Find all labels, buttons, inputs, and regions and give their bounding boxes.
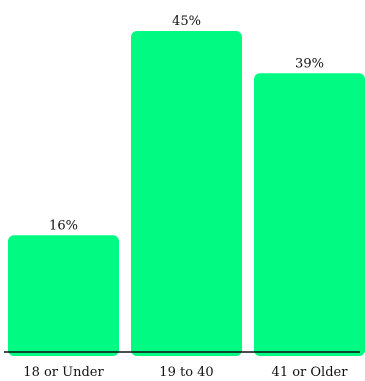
bar-base-fill xyxy=(131,342,242,352)
value-label: 45% xyxy=(172,14,201,29)
bar-18-or-under xyxy=(8,235,119,356)
bar-base-fill xyxy=(8,342,119,352)
bar-base-fill xyxy=(254,342,365,352)
category-label: 18 or Under xyxy=(23,365,104,380)
value-label: 39% xyxy=(295,56,324,71)
category-label: 41 or Older xyxy=(272,365,349,380)
labels-group: 16% 18 or Under 45% 19 to 40 39% 41 or Older xyxy=(23,14,348,380)
value-label: 16% xyxy=(49,218,78,233)
category-label: 19 to 40 xyxy=(159,365,213,380)
bar-41-or-older xyxy=(254,73,365,357)
bars-group xyxy=(8,31,365,357)
bar-19-to-40 xyxy=(131,31,242,356)
